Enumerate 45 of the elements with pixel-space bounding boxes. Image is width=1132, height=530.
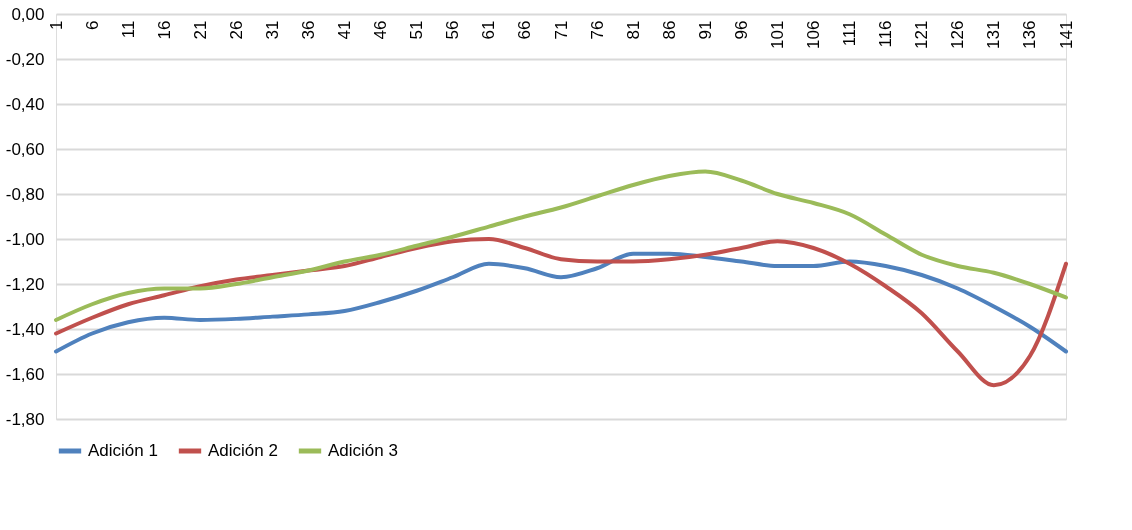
x-tick-label: 106 [804, 20, 823, 49]
x-tick-label: 101 [767, 20, 787, 49]
y-tick-label: -1,20 [5, 274, 45, 294]
x-tick-label: 121 [912, 20, 932, 49]
x-tick-label: 31 [262, 20, 282, 40]
line-series [54, 251, 1068, 354]
x-tick-label: 51 [407, 20, 427, 40]
x-tick-label: 136 [1020, 20, 1040, 49]
x-tick-label: 111 [840, 20, 860, 47]
x-tick-label: 116 [876, 20, 896, 48]
y-tick-label: -0,60 [5, 139, 45, 159]
y-tick-label: -1,80 [5, 409, 45, 429]
x-tick-label: 36 [299, 20, 318, 40]
x-tick-label: 76 [587, 20, 607, 40]
y-tick-label: -0,80 [5, 184, 45, 204]
x-tick-label: 71 [551, 20, 571, 40]
x-tick-label: 11 [118, 20, 138, 39]
y-tick-label: -1,40 [5, 319, 45, 339]
x-tick-label: 61 [479, 20, 499, 40]
y-tick-label: -0,20 [5, 49, 45, 69]
x-tick-label: 81 [623, 20, 643, 40]
x-tick-label: 26 [226, 20, 246, 40]
x-tick-label: 6 [82, 20, 102, 30]
x-tick-label: 16 [154, 20, 174, 40]
x-tick-label: 46 [371, 20, 391, 40]
x-tick-label: 131 [984, 20, 1004, 49]
y-tick-label: 0,00 [11, 4, 45, 24]
x-tick-label: 141 [1056, 20, 1076, 49]
y-tick-label: -1,00 [5, 229, 45, 249]
x-tick-label: 56 [443, 20, 463, 40]
x-tick-label: 21 [190, 20, 210, 40]
x-tick-label: 126 [948, 20, 968, 49]
x-tick-label: 91 [695, 20, 715, 40]
x-tick-label: 66 [515, 20, 535, 40]
line-series [54, 169, 1068, 322]
legend-label: Adición 2 [208, 441, 278, 460]
legend-label: Adición 1 [88, 441, 158, 460]
x-tick-label: 1 [46, 20, 66, 30]
x-tick-label: 96 [731, 20, 751, 40]
y-tick-label: -0,40 [5, 94, 45, 114]
x-tick-label: 41 [335, 20, 355, 40]
y-tick-label: -1,60 [5, 364, 45, 384]
x-tick-label: 86 [659, 20, 679, 40]
line-series [54, 237, 1068, 388]
legend-label: Adición 3 [328, 441, 398, 460]
